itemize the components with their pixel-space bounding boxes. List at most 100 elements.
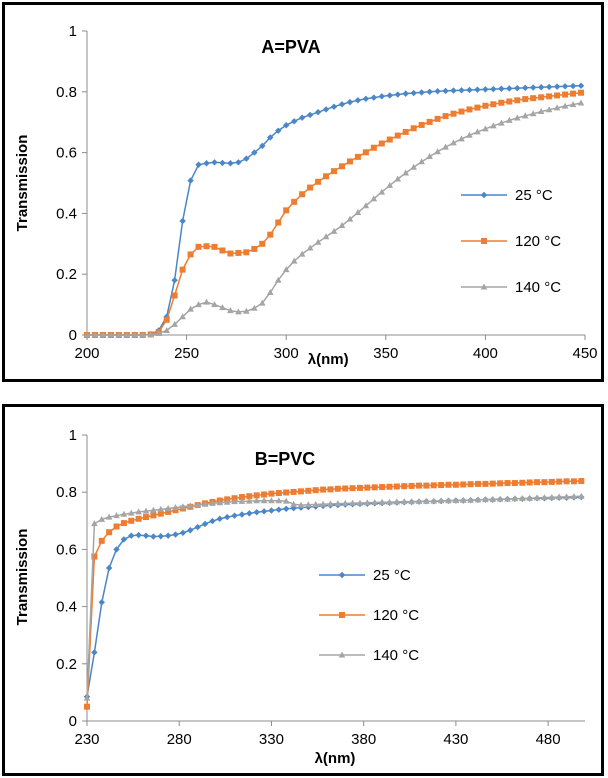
data-point (274, 276, 282, 283)
data-point (577, 99, 585, 106)
data-point (490, 85, 497, 93)
data-point (268, 490, 275, 497)
data-point (223, 498, 231, 505)
data-point (268, 507, 275, 514)
series-1 (83, 493, 585, 700)
data-point (290, 488, 297, 495)
data-point (203, 160, 210, 167)
data-point (171, 292, 178, 299)
data-point (253, 497, 260, 504)
data-point (545, 106, 553, 113)
data-point (120, 536, 128, 543)
data-point (529, 110, 537, 117)
data-point (346, 158, 353, 165)
data-point (334, 500, 342, 507)
data-point (216, 499, 224, 506)
data-point (410, 89, 417, 97)
data-point (128, 532, 135, 539)
data-point (163, 326, 170, 333)
data-point (157, 505, 165, 512)
data-point (314, 238, 322, 245)
data-point (530, 95, 537, 102)
data-point (157, 533, 164, 540)
legend-marker (480, 283, 488, 290)
data-point (91, 331, 99, 338)
data-point (556, 478, 563, 485)
data-point (570, 90, 577, 97)
data-point (546, 93, 553, 100)
data-point (466, 131, 473, 138)
data-point (246, 497, 253, 504)
data-point (290, 500, 297, 507)
data-point (127, 509, 135, 516)
data-point (364, 484, 371, 491)
data-point (394, 132, 401, 139)
data-point (267, 231, 274, 238)
legend-entry: 120 °C (319, 607, 419, 624)
data-point (305, 487, 312, 494)
data-point (452, 496, 460, 503)
data-point (238, 511, 246, 518)
data-point (458, 135, 465, 142)
data-point (530, 84, 537, 91)
data-point (231, 498, 238, 505)
data-point (306, 244, 314, 251)
data-point (450, 139, 457, 146)
data-point (201, 520, 209, 528)
data-point (171, 320, 178, 327)
data-point (408, 482, 415, 489)
data-point (187, 251, 194, 258)
data-point (194, 501, 201, 508)
data-point (563, 493, 570, 500)
data-point (489, 480, 496, 487)
data-point (128, 517, 135, 524)
data-point (260, 508, 268, 515)
data-point (323, 173, 330, 180)
data-point (452, 481, 459, 488)
legend-entry: 25 °C (461, 187, 553, 204)
data-point (195, 161, 202, 168)
data-point (338, 222, 346, 229)
data-point (98, 537, 105, 544)
data-point (450, 110, 457, 117)
data-point (533, 494, 541, 501)
y-tick-label: 0.6 (56, 541, 77, 558)
data-point (442, 143, 449, 150)
data-point (107, 331, 115, 338)
series-line (87, 102, 582, 336)
data-point (561, 83, 569, 90)
data-point (113, 512, 120, 519)
chart-panel-pva: 0 0.2 0.4 0.6 0.8 1 200 250 300 350 400 450 A=PVA λ(n… (2, 2, 604, 382)
data-point (186, 502, 194, 509)
data-point (342, 485, 349, 492)
y-tick-label: 0.4 (56, 205, 77, 222)
y-tick-label: 1 (69, 427, 77, 444)
data-point (537, 84, 545, 91)
data-point (378, 498, 386, 505)
data-point (327, 486, 334, 493)
data-point (418, 158, 425, 165)
data-point (514, 84, 521, 92)
data-point (268, 497, 275, 504)
data-point (346, 98, 354, 106)
data-point (438, 482, 445, 489)
data-point (83, 331, 91, 338)
data-point (354, 208, 362, 215)
data-point (259, 142, 266, 150)
data-point (334, 485, 341, 492)
data-point (211, 159, 218, 166)
data-point (258, 299, 266, 306)
data-point (253, 509, 260, 516)
data-point (577, 82, 585, 89)
data-point (282, 497, 290, 504)
data-point (458, 108, 465, 115)
data-point (246, 493, 253, 500)
data-point (203, 298, 210, 305)
data-point (482, 102, 489, 109)
data-point (518, 494, 526, 501)
data-point (570, 492, 578, 499)
data-point (267, 134, 274, 141)
legend-entry: 25 °C (319, 567, 411, 584)
data-point (386, 92, 393, 99)
data-point (209, 517, 216, 525)
